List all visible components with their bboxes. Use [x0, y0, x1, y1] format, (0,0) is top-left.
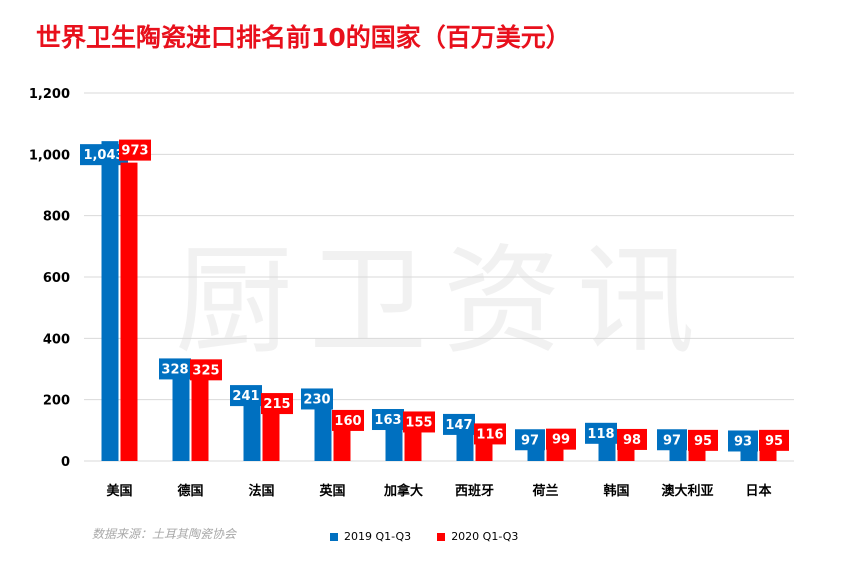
- data-label: 973: [121, 144, 148, 159]
- data-label: 241: [232, 389, 259, 404]
- bar-2020: [191, 361, 209, 461]
- data-label: 118: [587, 427, 614, 442]
- legend-item-2019: 2019 Q1-Q3: [330, 530, 411, 543]
- data-label: 230: [303, 392, 330, 407]
- bar-2020: [120, 162, 138, 461]
- x-category-label: 加拿大: [383, 483, 423, 499]
- legend-label-2019: 2019 Q1-Q3: [344, 530, 412, 543]
- x-category-label: 日本: [745, 483, 771, 499]
- data-label-box: [159, 358, 191, 380]
- y-tick-label: 200: [43, 394, 70, 409]
- data-label: 163: [374, 413, 401, 428]
- data-label: 155: [405, 415, 432, 430]
- x-category-label: 荷兰: [531, 483, 558, 499]
- watermark: 厨卫资讯: [175, 232, 712, 370]
- data-label-box: [688, 429, 718, 451]
- y-tick-label: 1,200: [29, 87, 70, 102]
- x-category-label: 德国: [177, 483, 203, 499]
- data-label-box: [443, 413, 475, 435]
- x-category-label: 韩国: [603, 483, 629, 499]
- data-label-box: [190, 359, 222, 381]
- legend-swatch-2020: [437, 532, 446, 541]
- data-label: 1,043: [83, 148, 124, 163]
- data-label-box: [515, 429, 545, 451]
- x-category-label: 西班牙: [455, 483, 494, 499]
- x-category-label: 英国: [318, 483, 345, 499]
- data-label: 116: [476, 427, 503, 442]
- data-label-box: [119, 139, 151, 161]
- data-label-box: [474, 423, 506, 445]
- data-label: 99: [552, 433, 570, 448]
- data-label: 325: [192, 363, 219, 378]
- legend-label-2020: 2020 Q1-Q3: [451, 530, 519, 543]
- x-category-label: 法国: [248, 483, 274, 499]
- x-category-label: 澳大利亚: [661, 483, 713, 499]
- data-label-box: [657, 429, 687, 451]
- y-tick-label: 800: [43, 210, 70, 225]
- x-category-label: 美国: [106, 483, 132, 499]
- data-label-box: [372, 409, 404, 431]
- data-label: 95: [765, 434, 783, 449]
- data-label-box: [332, 409, 364, 431]
- legend-swatch-2019: [330, 532, 338, 541]
- legend: 2019 Q1-Q3 2020 Q1-Q3: [330, 530, 518, 543]
- chart-title: 世界卫生陶瓷进口排名前10的国家（百万美元）: [36, 23, 571, 52]
- data-label-box: [230, 385, 262, 407]
- data-label: 147: [445, 418, 472, 433]
- y-tick-label: 400: [43, 332, 70, 347]
- data-label-box: [617, 428, 647, 450]
- bar-2019: [101, 141, 119, 461]
- data-label: 93: [734, 434, 752, 449]
- data-label: 215: [263, 397, 290, 412]
- bar-2019: [172, 360, 190, 461]
- data-label-box: [301, 388, 333, 410]
- data-label-box: [80, 144, 128, 166]
- data-label-box: [261, 393, 293, 415]
- data-label-box: [403, 411, 435, 433]
- y-tick-label: 0: [61, 455, 70, 470]
- data-label: 98: [623, 433, 641, 448]
- data-label: 328: [161, 362, 188, 377]
- data-label: 160: [334, 414, 361, 429]
- source-note: 数据来源：土耳其陶瓷协会: [92, 527, 237, 541]
- y-tick-label: 1,000: [29, 148, 70, 163]
- data-label: 97: [663, 433, 681, 448]
- legend-item-2020: 2020 Q1-Q3: [437, 530, 518, 543]
- data-label-box: [759, 429, 789, 451]
- y-tick-label: 600: [43, 271, 70, 286]
- data-label-box: [546, 428, 576, 450]
- data-label-box: [585, 422, 617, 444]
- data-label-box: [728, 430, 758, 452]
- data-label: 97: [521, 433, 539, 448]
- data-label: 95: [694, 434, 712, 449]
